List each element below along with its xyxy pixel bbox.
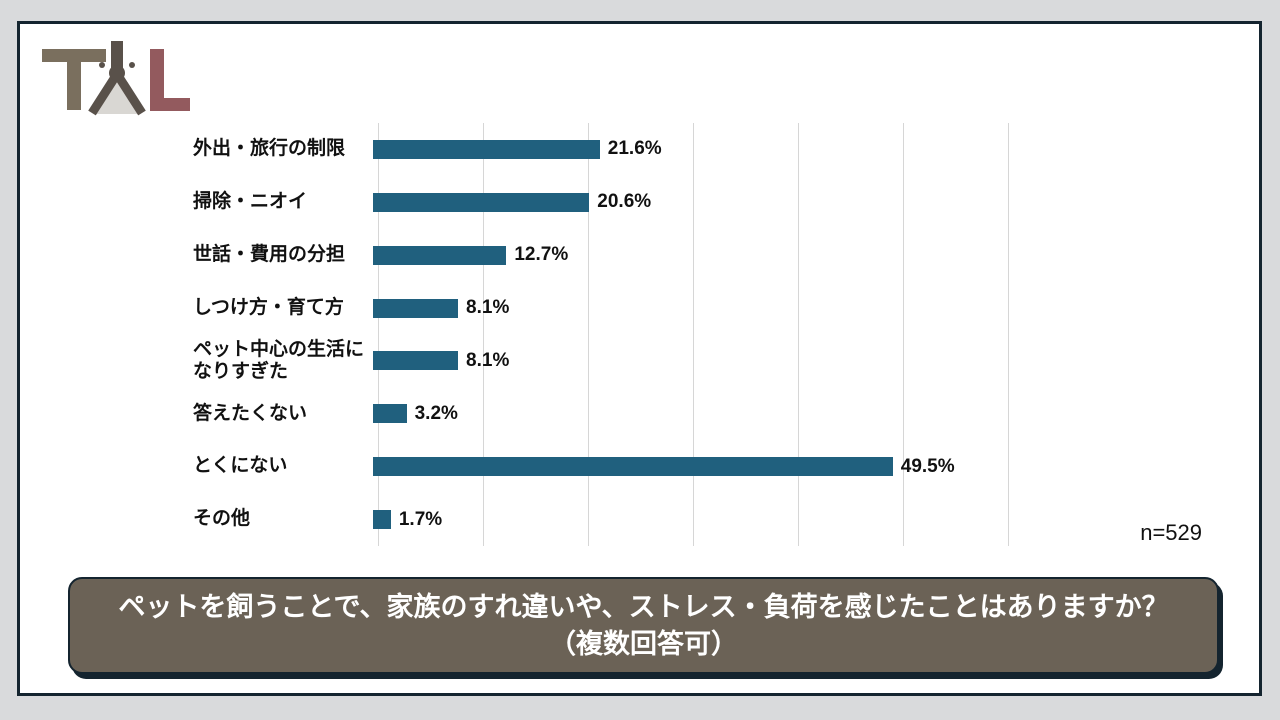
- bar-track: 20.6%: [373, 176, 1003, 229]
- category-label: 掃除・ニオイ: [193, 191, 308, 213]
- question-banner: ペットを飼うことで、家族のすれ違いや、ストレス・負荷を感じたことはありますか？ …: [68, 577, 1219, 674]
- category-label: 外出・旅行の制限: [193, 138, 346, 160]
- table-row: 外出・旅行の制限 21.6%: [193, 123, 1025, 176]
- category-label: 世話・費用の分担: [193, 243, 346, 265]
- survey-slide: 外出・旅行の制限 21.6% 掃除・ニオイ 20.6% 世話・費用の分担 12.7% しつけ…: [17, 21, 1262, 696]
- logo-compass: [88, 41, 146, 116]
- question-text-line1: ペットを飼うことで、家族のすれ違いや、ストレス・負荷を感じたことはありますか？: [118, 592, 1169, 623]
- data-bar: [373, 351, 459, 371]
- bar-track: 12.7%: [373, 229, 1003, 282]
- category-label: ペット中心の生活に なりすぎた: [193, 338, 365, 382]
- bar-track: 8.1%: [373, 282, 1003, 335]
- table-row: 掃除・ニオイ 20.6%: [193, 176, 1025, 229]
- table-row: その他 1.7%: [193, 493, 1025, 546]
- gridline: [378, 123, 379, 546]
- question-text-line2: （複数回答可）: [549, 628, 738, 659]
- logo-letter-t: [42, 49, 106, 110]
- data-bar: [373, 139, 600, 159]
- table-row: 世話・費用の分担 12.7%: [193, 229, 1025, 282]
- value-label: 8.1%: [466, 297, 510, 319]
- bar-track: 21.6%: [373, 123, 1003, 176]
- gridline: [1008, 123, 1009, 546]
- value-label: 3.2%: [414, 402, 458, 424]
- value-label: 12.7%: [514, 244, 569, 266]
- data-bar: [373, 510, 391, 530]
- data-bar: [373, 245, 507, 265]
- data-bar: [373, 298, 459, 318]
- table-row: 答えたくない 3.2%: [193, 387, 1025, 440]
- value-label: 21.6%: [607, 138, 662, 160]
- bar-track: 1.7%: [373, 493, 1003, 546]
- gridline: [798, 123, 799, 546]
- gridline: [483, 123, 484, 546]
- bar-track: 49.5%: [373, 440, 1003, 493]
- value-label: 20.6%: [597, 191, 652, 213]
- table-row: ペット中心の生活に なりすぎた 8.1%: [193, 335, 1025, 388]
- data-bar: [373, 404, 407, 424]
- category-label: とくにない: [193, 455, 288, 477]
- sample-size-label: n=529: [1140, 520, 1202, 545]
- horizontal-bar-chart: 外出・旅行の制限 21.6% 掃除・ニオイ 20.6% 世話・費用の分担 12.7% しつけ…: [193, 123, 1025, 546]
- logo-letter-l: [150, 49, 190, 111]
- tl-compass-logo-icon: [42, 41, 190, 116]
- data-bar: [373, 192, 590, 212]
- gridline: [588, 123, 589, 546]
- category-label: しつけ方・育て方: [193, 296, 344, 318]
- bar-track: 8.1%: [373, 335, 1003, 388]
- table-row: しつけ方・育て方 8.1%: [193, 282, 1025, 335]
- value-label: 49.5%: [900, 455, 955, 477]
- category-label: 答えたくない: [193, 402, 308, 424]
- table-row: とくにない 49.5%: [193, 440, 1025, 493]
- gridline: [693, 123, 694, 546]
- value-label: 1.7%: [398, 508, 443, 530]
- bar-track: 3.2%: [373, 387, 1003, 440]
- value-label: 8.1%: [466, 349, 510, 371]
- chart-rows: 外出・旅行の制限 21.6% 掃除・ニオイ 20.6% 世話・費用の分担 12.7% しつけ…: [193, 123, 1025, 546]
- data-bar: [373, 457, 893, 477]
- chart-gridlines: [378, 123, 1009, 546]
- gridline: [903, 123, 904, 546]
- category-label: その他: [193, 508, 251, 530]
